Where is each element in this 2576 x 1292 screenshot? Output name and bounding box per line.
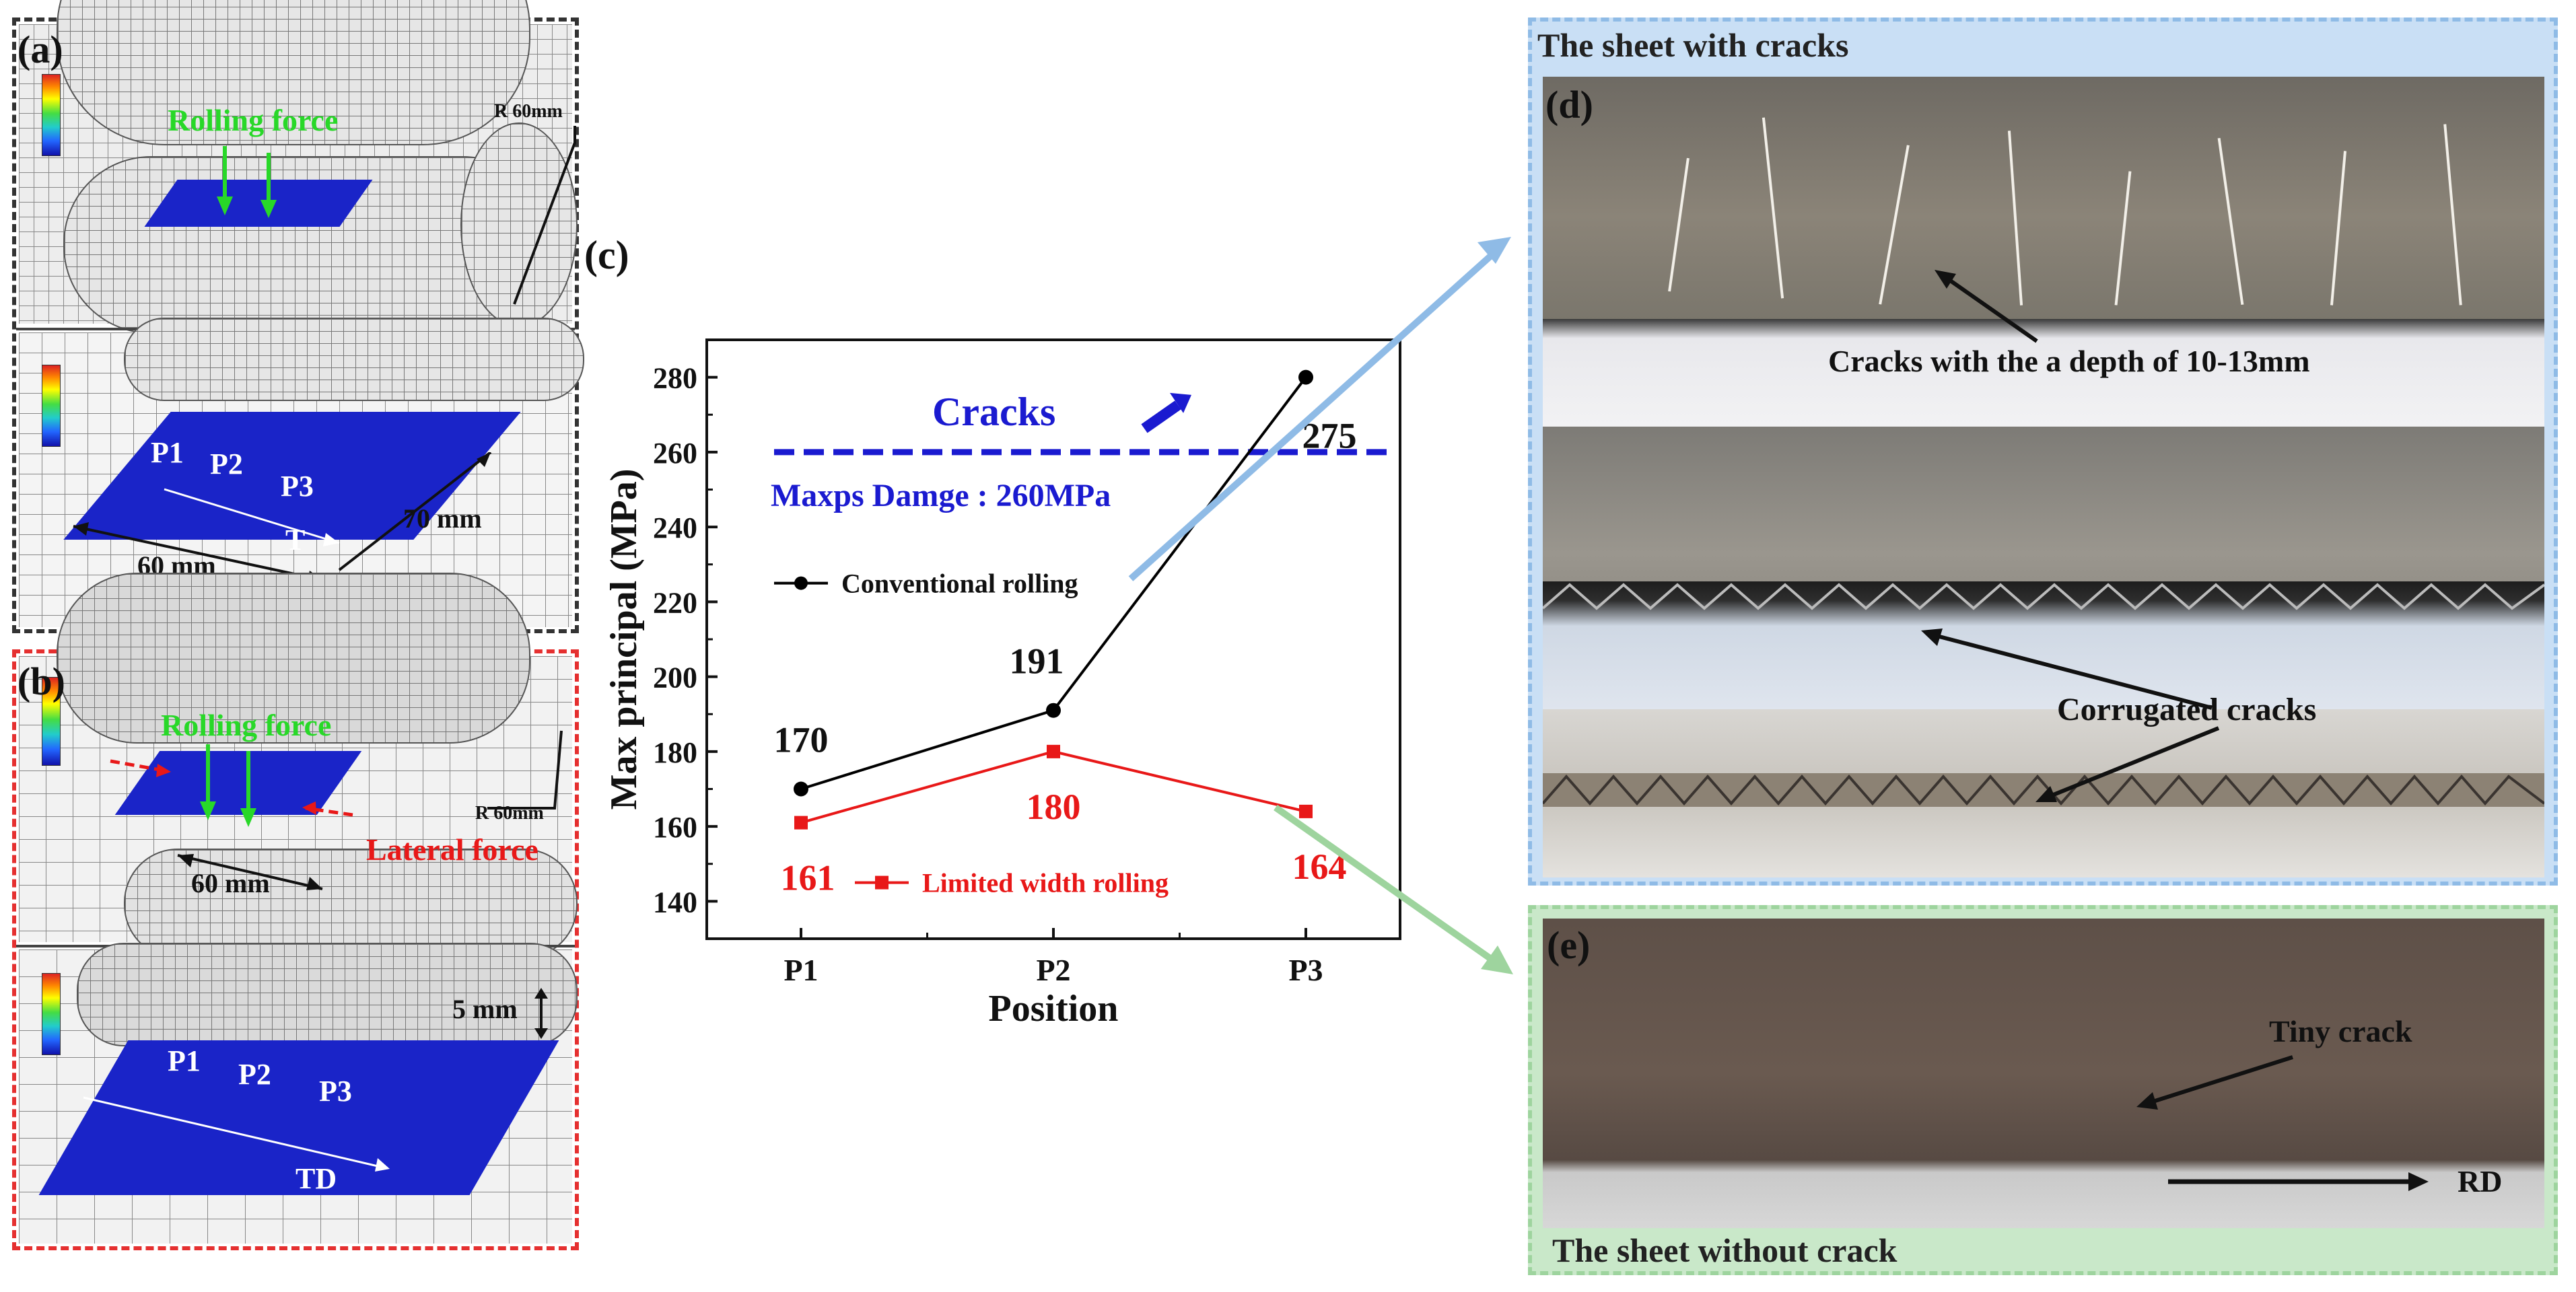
data-label: 170 [774, 720, 829, 760]
data-point [1046, 703, 1061, 718]
y-axis-label: Max principal (MPa) [603, 468, 645, 810]
data-label: 180 [1026, 787, 1081, 827]
data-point [794, 816, 808, 830]
panel-d-annotation-2: Corrugated cracks [2057, 692, 2317, 727]
panel-a: (a) Rolling force R 60mm P1 P2 P3 60 mm … [12, 0, 584, 633]
panel-b-force-arrows [110, 744, 353, 827]
panel-e-annotation-1: Tiny crack [2269, 1014, 2412, 1048]
y-tick-label: 240 [653, 511, 697, 544]
panel-a-radius-line [513, 126, 576, 305]
y-tick-label: 160 [653, 811, 697, 844]
x-axis-label: Position [989, 988, 1119, 1030]
legend-marker [794, 576, 808, 590]
legend-marker [875, 875, 889, 890]
panel-b-upper-roll [57, 573, 530, 744]
panel-e-label: (e) [1547, 923, 1591, 967]
panel-b-lateral-force: Lateral force [366, 832, 538, 867]
panel-a-point-3: P3 [281, 470, 314, 503]
x-tick-label: P2 [1036, 953, 1070, 987]
crack-mark [2443, 124, 2462, 306]
panel-b-point-1: P1 [168, 1044, 201, 1077]
panel-d-header: The sheet with cracks [1537, 26, 1849, 64]
panel-e: (e) Tiny crack RD The sheet without crac… [1528, 905, 2558, 1275]
panel-b-bottom-legend [42, 973, 61, 1055]
data-point [1299, 804, 1313, 818]
panel-d-arrows-2 [1921, 629, 2220, 802]
crack-mark [2217, 137, 2244, 306]
cracks-annotation: Cracks [932, 390, 1055, 434]
data-label: 164 [1292, 847, 1347, 887]
panel-b-thickness-arrow [534, 988, 548, 1039]
data-label: 161 [781, 858, 835, 898]
crack-mark [2330, 151, 2347, 306]
panel-b-radius-line [487, 730, 563, 810]
y-tick-label: 260 [653, 437, 697, 470]
panel-b-label: (b) [18, 659, 65, 703]
panel-e-photo [1543, 919, 2544, 1228]
panel-b-direction: TD [295, 1162, 337, 1195]
panel-a-width: 70 mm [403, 503, 482, 534]
corrugated-edge [1543, 774, 2544, 806]
legend-label: Limited width rolling [922, 868, 1169, 898]
panel-e-arrow-1 [2136, 1055, 2293, 1110]
panel-a-rolling-force: Rolling force [168, 103, 339, 137]
crack-mark [1762, 117, 1784, 299]
panel-a-upper-roll [57, 0, 530, 145]
panel-d-photo-1 [1543, 77, 2544, 427]
crack-mark [1668, 157, 1690, 292]
panel-d-arrow-1 [1935, 270, 2038, 343]
panel-b: (b) Rolling force R 60mm Lateral force 6… [12, 573, 579, 1250]
panel-a-label: (a) [18, 28, 63, 71]
panel-a-bottom-legend [42, 365, 61, 447]
panel-d-label: (d) [1545, 83, 1593, 127]
x-tick-label: P1 [784, 953, 818, 987]
data-point [794, 781, 808, 797]
data-point [1298, 369, 1313, 385]
panel-a-direction: T [285, 524, 306, 557]
panel-a-point-2: P2 [210, 447, 243, 480]
cracks-arrow [1141, 400, 1181, 433]
y-tick-label: 220 [653, 586, 697, 619]
panel-b-length-arrow [177, 854, 323, 890]
panel-b-top-legend [42, 677, 61, 766]
threshold-label: Maxps Damge : 260MPa [771, 478, 1111, 513]
panel-b-point-3: P3 [319, 1075, 352, 1108]
panel-e-rd-arrow [2168, 1172, 2429, 1191]
y-tick-label: 200 [653, 661, 697, 694]
data-label: 275 [1302, 416, 1357, 456]
x-tick-label: P3 [1288, 953, 1323, 987]
panel-b-radius: R 60mm [475, 803, 544, 824]
panel-e-direction: RD [2458, 1164, 2503, 1198]
panel-b-rolling-force: Rolling force [161, 708, 332, 742]
panel-a-bottom-roll [124, 318, 584, 401]
panel-b-lower-roll [124, 849, 578, 959]
panel-b-td-arrow [83, 1096, 390, 1172]
panel-d-annotation-1: Cracks with the a depth of 10-13mm [1828, 344, 2310, 378]
panel-a-force-arrows [217, 146, 277, 218]
y-tick-label: 280 [653, 362, 697, 395]
crack-mark [2114, 171, 2132, 306]
crack-mark [1879, 145, 1910, 305]
corrugated-edge [1543, 583, 2544, 610]
panel-a-radius: R 60mm [494, 101, 563, 122]
panel-c-label: (c) [584, 233, 629, 277]
panel-b-thickness: 5 mm [452, 994, 518, 1024]
panel-b-bottom-roll [77, 943, 578, 1046]
panel-a-point-1: P1 [151, 436, 184, 469]
panel-b-point-2: P2 [238, 1058, 271, 1091]
panel-b-length: 60 mm [191, 868, 270, 898]
panel-e-footer: The sheet without crack [1552, 1231, 1898, 1269]
y-tick-label: 140 [653, 886, 697, 919]
panel-c-chart: 140 160 180 200 220 240 260 280 P1 P2 P3 Position Ma… [603, 338, 1401, 1030]
data-point [1047, 744, 1060, 758]
panel-a-top-legend [42, 74, 61, 156]
y-tick-label: 180 [653, 736, 697, 769]
data-label: 191 [1010, 641, 1064, 682]
connector-blue-arrowhead [1477, 237, 1511, 264]
panel-a-roll-end [460, 122, 578, 327]
panel-d: The sheet with cracks (d) Cracks with th… [1528, 17, 2558, 886]
legend-label: Conventional rolling [841, 569, 1078, 599]
